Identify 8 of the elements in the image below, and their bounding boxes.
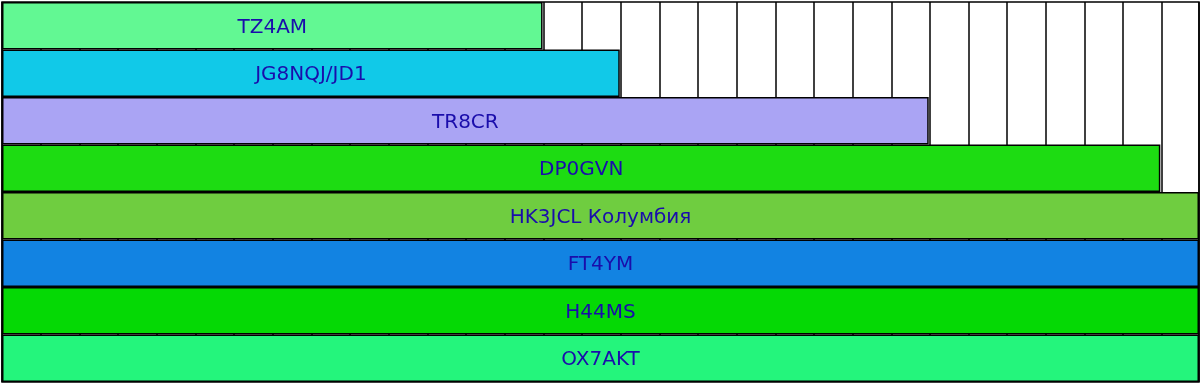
y-tick-label: HK3JCL Колумбия — [509, 203, 692, 228]
y-tick-label: JG8NQJ/JD1 — [253, 61, 367, 86]
y-tick-label: OX7AKT — [561, 346, 641, 371]
y-tick-label: TZ4AM — [236, 13, 308, 38]
y-tick-label: H44MS — [565, 298, 636, 323]
y-tick-label: DP0GVN — [539, 156, 624, 181]
y-tick-label: FT4YM — [567, 251, 634, 276]
y-tick-label: TR8CR — [431, 108, 499, 133]
